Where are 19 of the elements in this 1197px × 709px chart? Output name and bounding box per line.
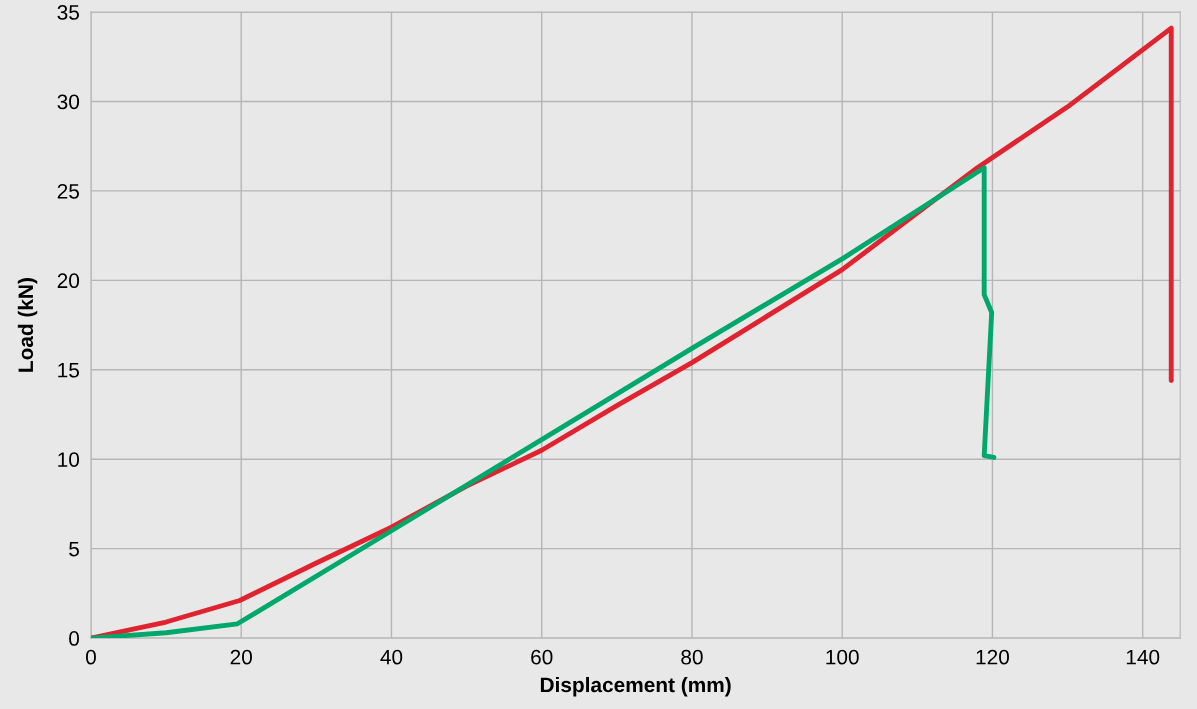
x-tick-label: 20 — [230, 649, 252, 665]
y-tick-label: 20 — [57, 273, 80, 289]
x-tick-label: 80 — [681, 649, 703, 665]
x-tick-label: 40 — [380, 649, 403, 665]
y-axis-title: Load (kN) — [17, 278, 38, 372]
y-tick-label: 35 — [57, 5, 79, 20]
y-tick-label: 10 — [58, 452, 80, 467]
x-axis-title: Displacement (mm) — [540, 676, 731, 697]
y-tick-label: 30 — [57, 94, 80, 110]
x-tick-label: 0 — [85, 649, 96, 665]
x-tick-label: 140 — [1126, 649, 1160, 665]
y-tick-label: 0 — [69, 631, 80, 646]
x-tick-label: 100 — [826, 649, 859, 665]
y-tick-label: 15 — [58, 363, 79, 378]
x-tick-label: 120 — [976, 649, 1009, 665]
x-tick-label: 60 — [531, 649, 553, 665]
y-tick-label: 5 — [69, 541, 79, 557]
line-series — [90, 165, 997, 639]
y-tick-label: 25 — [57, 183, 79, 199]
